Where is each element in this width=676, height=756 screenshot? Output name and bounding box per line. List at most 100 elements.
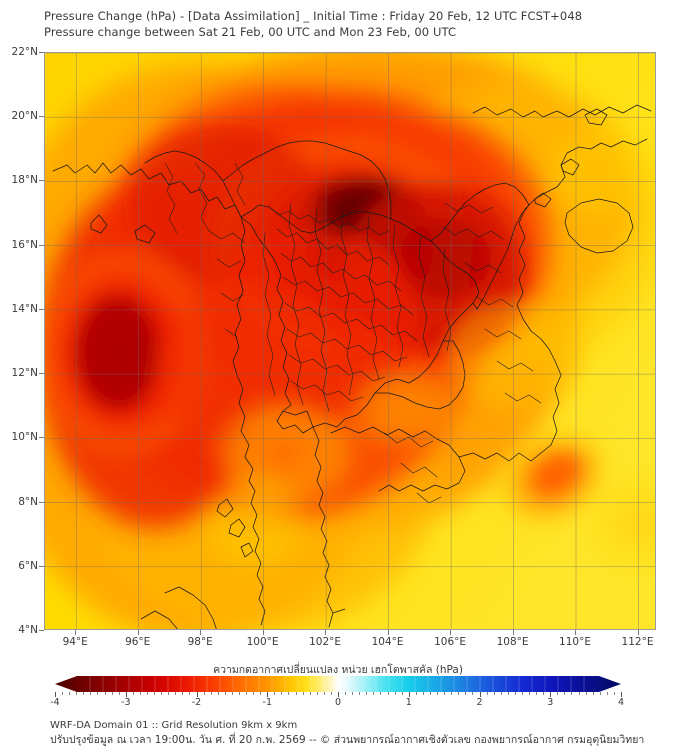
cbtick-minor-mark (536, 692, 538, 695)
cbtick-minor-mark (451, 692, 453, 695)
xtick-mark (75, 630, 77, 635)
cbtick-minor-mark (599, 692, 601, 695)
xtick-mark (137, 630, 139, 635)
cbtick-minor-mark (83, 692, 85, 695)
cbtick-minor-mark (592, 692, 594, 695)
cbtick-minor-mark (401, 692, 403, 695)
cbtick-minor-mark (182, 692, 184, 695)
xtick-label-110e: 110°E (559, 636, 591, 648)
cbtick-minor-mark (380, 692, 382, 695)
ytick-label-16n: 16°N (11, 238, 38, 251)
cbtick-minor-mark (118, 692, 120, 695)
cbtick-minor-mark (139, 692, 141, 695)
xtick-label-98e: 98°E (187, 636, 213, 648)
cbtick-minor-mark (486, 692, 488, 695)
ytick-label-18n: 18°N (11, 174, 38, 187)
cbtick-mark (55, 692, 56, 697)
ytick-label-14n: 14°N (11, 302, 38, 315)
cbtick-minor-mark (415, 692, 417, 695)
cbtick-minor-mark (458, 692, 460, 695)
coastline-and-borders-overlay (45, 53, 655, 629)
cbtick-minor-mark (387, 692, 389, 695)
cbtick-minor-mark (521, 692, 523, 695)
colorbar[interactable] (55, 676, 621, 692)
cbtick-mark (338, 692, 339, 697)
cbtick-minor-mark (613, 692, 615, 695)
colorbar-ramp[interactable] (55, 676, 621, 692)
cbtick-minor-mark (175, 692, 177, 695)
colorbar-axis: -4 -3 -2 -1 0 1 2 3 4 (50, 692, 624, 710)
page-title: Pressure Change (hPa) - [Data Assimilati… (44, 9, 583, 23)
model-info-line: WRF-DA Domain 01 :: Grid Resolution 9km … (50, 720, 298, 731)
page-subtitle: Pressure change between Sat 21 Feb, 00 U… (44, 25, 457, 39)
ytick-label-22n: 22°N (11, 46, 38, 58)
cbtick-label-m4: -4 (50, 697, 60, 708)
cbtick-minor-mark (472, 692, 474, 695)
ytick-mark (39, 630, 44, 631)
xtick-mark (262, 630, 264, 635)
cbtick-label-m1: -1 (262, 697, 273, 708)
cbtick-minor-mark (394, 692, 396, 695)
map-frame (44, 52, 656, 630)
cbtick-minor-mark (231, 692, 233, 695)
cbtick-label-2: 2 (476, 697, 483, 708)
cbtick-minor-mark (571, 692, 573, 695)
xtick-mark (200, 630, 202, 635)
cbtick-minor-mark (161, 692, 163, 695)
cbtick-minor-mark (366, 692, 368, 695)
cbtick-mark (550, 692, 552, 697)
xtick-mark (387, 630, 389, 635)
ytick-mark (39, 373, 44, 375)
xtick-label-106e: 106°E (434, 636, 467, 648)
cbtick-minor-mark (345, 692, 347, 695)
cbtick-minor-mark (309, 692, 311, 695)
cbtick-mark (408, 692, 410, 697)
xtick-mark (637, 630, 639, 635)
cbtick-minor-mark (154, 692, 156, 695)
xtick-label-112e: 112°E (621, 636, 654, 648)
cbtick-minor-mark (238, 692, 240, 695)
xtick-label-102e: 102°E (309, 636, 342, 648)
cbtick-minor-mark (557, 692, 559, 695)
graticule-grid (45, 53, 655, 629)
cbtick-label-m3: -3 (121, 697, 131, 708)
ytick-label-10n: 10°N (11, 431, 38, 444)
cbtick-minor-mark (62, 692, 64, 695)
xtick-mark (450, 630, 452, 635)
coastline-paths (52, 104, 652, 629)
xtick-mark (325, 630, 327, 635)
cbtick-minor-mark (465, 692, 467, 695)
cbtick-minor-mark (253, 692, 255, 695)
cbtick-label-4: 4 (617, 697, 625, 708)
ytick-label-8n: 8°N (18, 495, 38, 508)
cbtick-minor-mark (302, 692, 304, 695)
colorbar-svg[interactable] (55, 676, 621, 692)
ytick-label-20n: 20°N (11, 110, 38, 123)
cbtick-minor-mark (111, 692, 113, 695)
xtick-mark (575, 630, 576, 635)
grid-lines (45, 53, 655, 629)
field-secondary-features (195, 121, 655, 583)
colorbar-bands (89, 676, 585, 692)
grid-svg (45, 53, 655, 629)
ytick-label-6n: 6°N (18, 559, 38, 572)
cbtick-minor-mark (104, 692, 106, 695)
xtick-mark (512, 630, 514, 635)
cbtick-minor-mark (529, 692, 531, 695)
map-plot-area[interactable]: 4°N 6°N 8°N 10°N 12°N 14°N 16°N 18°N 20°… (12, 46, 656, 648)
ytick-mark (39, 244, 44, 246)
cbtick-mark (196, 692, 198, 697)
cbtick-mark (621, 692, 622, 697)
cbtick-minor-mark (189, 692, 191, 695)
xtick-label-108e: 108°E (496, 636, 529, 648)
ytick-mark (39, 565, 44, 567)
cbtick-minor-mark (500, 692, 502, 695)
cbtick-minor-mark (507, 692, 509, 695)
cbtick-minor-mark (76, 692, 78, 695)
cbtick-minor-mark (422, 692, 424, 695)
contour-fill-svg (45, 53, 655, 629)
weak-zone-southeast (575, 463, 655, 583)
weak-zone-peninsula (195, 468, 315, 578)
chart-title-block: Pressure Change (hPa) - [Data Assimilati… (44, 8, 664, 40)
cbtick-minor-mark (316, 692, 318, 695)
